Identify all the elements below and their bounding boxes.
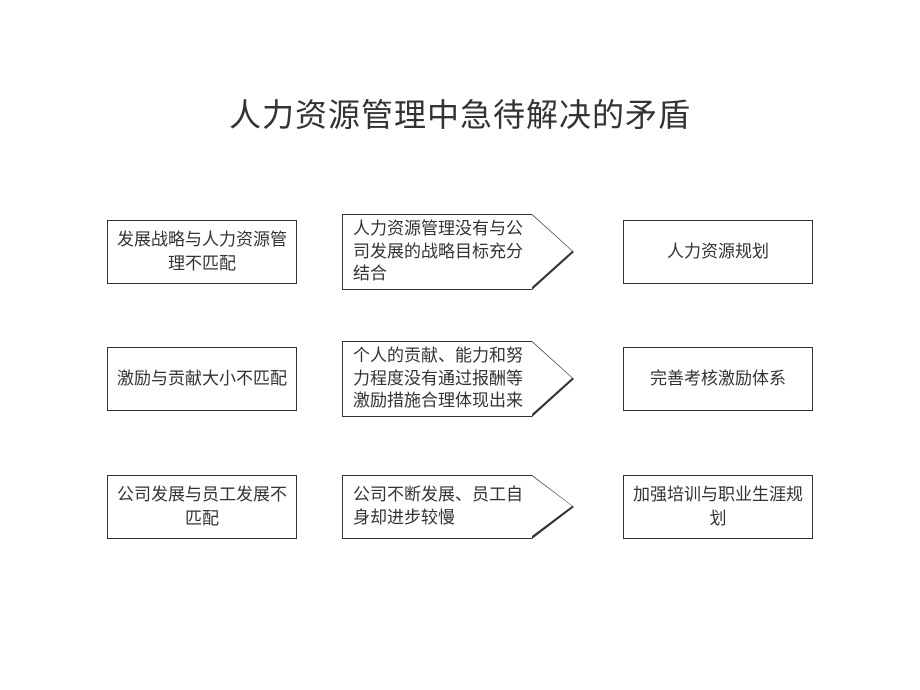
row3-right-box: 加强培训与职业生涯规划 (623, 475, 813, 539)
row3-left-text: 公司发展与员工发展不匹配 (114, 483, 290, 531)
row1-left-box: 发展战略与人力资源管理不匹配 (107, 220, 297, 284)
row1-arrow: 人力资源管理没有与公司发展的战略目标充分结合 .row:nth-of-type(… (342, 214, 574, 290)
row2-arrow-head-icon (532, 341, 574, 417)
row3-right-text: 加强培训与职业生涯规划 (630, 483, 806, 531)
row2-arrow: 个人的贡献、能力和努力程度没有通过报酬等激励措施合理体现出来 (342, 341, 574, 417)
row1-middle-text: 人力资源管理没有与公司发展的战略目标充分结合 (353, 218, 524, 287)
row1-arrow-head-icon: .row:nth-of-type(1) .arrow-head::after{b… (532, 214, 574, 290)
slide-title: 人力资源管理中急待解决的矛盾 (0, 90, 920, 136)
row3-arrow-body: 公司不断发展、员工自身却进步较慢 (342, 475, 532, 539)
row3-arrow-head-icon (532, 475, 574, 539)
row2-left-box: 激励与贡献大小不匹配 (107, 347, 297, 411)
row2-right-box: 完善考核激励体系 (623, 347, 813, 411)
row3-left-box: 公司发展与员工发展不匹配 (107, 475, 297, 539)
row2-left-text: 激励与贡献大小不匹配 (117, 367, 287, 391)
row1-arrow-body: 人力资源管理没有与公司发展的战略目标充分结合 (342, 214, 532, 290)
row1-left-text: 发展战略与人力资源管理不匹配 (114, 228, 290, 276)
row3-arrow: 公司不断发展、员工自身却进步较慢 (342, 475, 574, 539)
row3-middle-text: 公司不断发展、员工自身却进步较慢 (353, 484, 524, 530)
row2-middle-text: 个人的贡献、能力和努力程度没有通过报酬等激励措施合理体现出来 (353, 345, 524, 414)
row2-right-text: 完善考核激励体系 (650, 367, 786, 391)
row1-right-text: 人力资源规划 (667, 240, 769, 264)
row1-right-box: 人力资源规划 (623, 220, 813, 284)
row2-arrow-body: 个人的贡献、能力和努力程度没有通过报酬等激励措施合理体现出来 (342, 341, 532, 417)
